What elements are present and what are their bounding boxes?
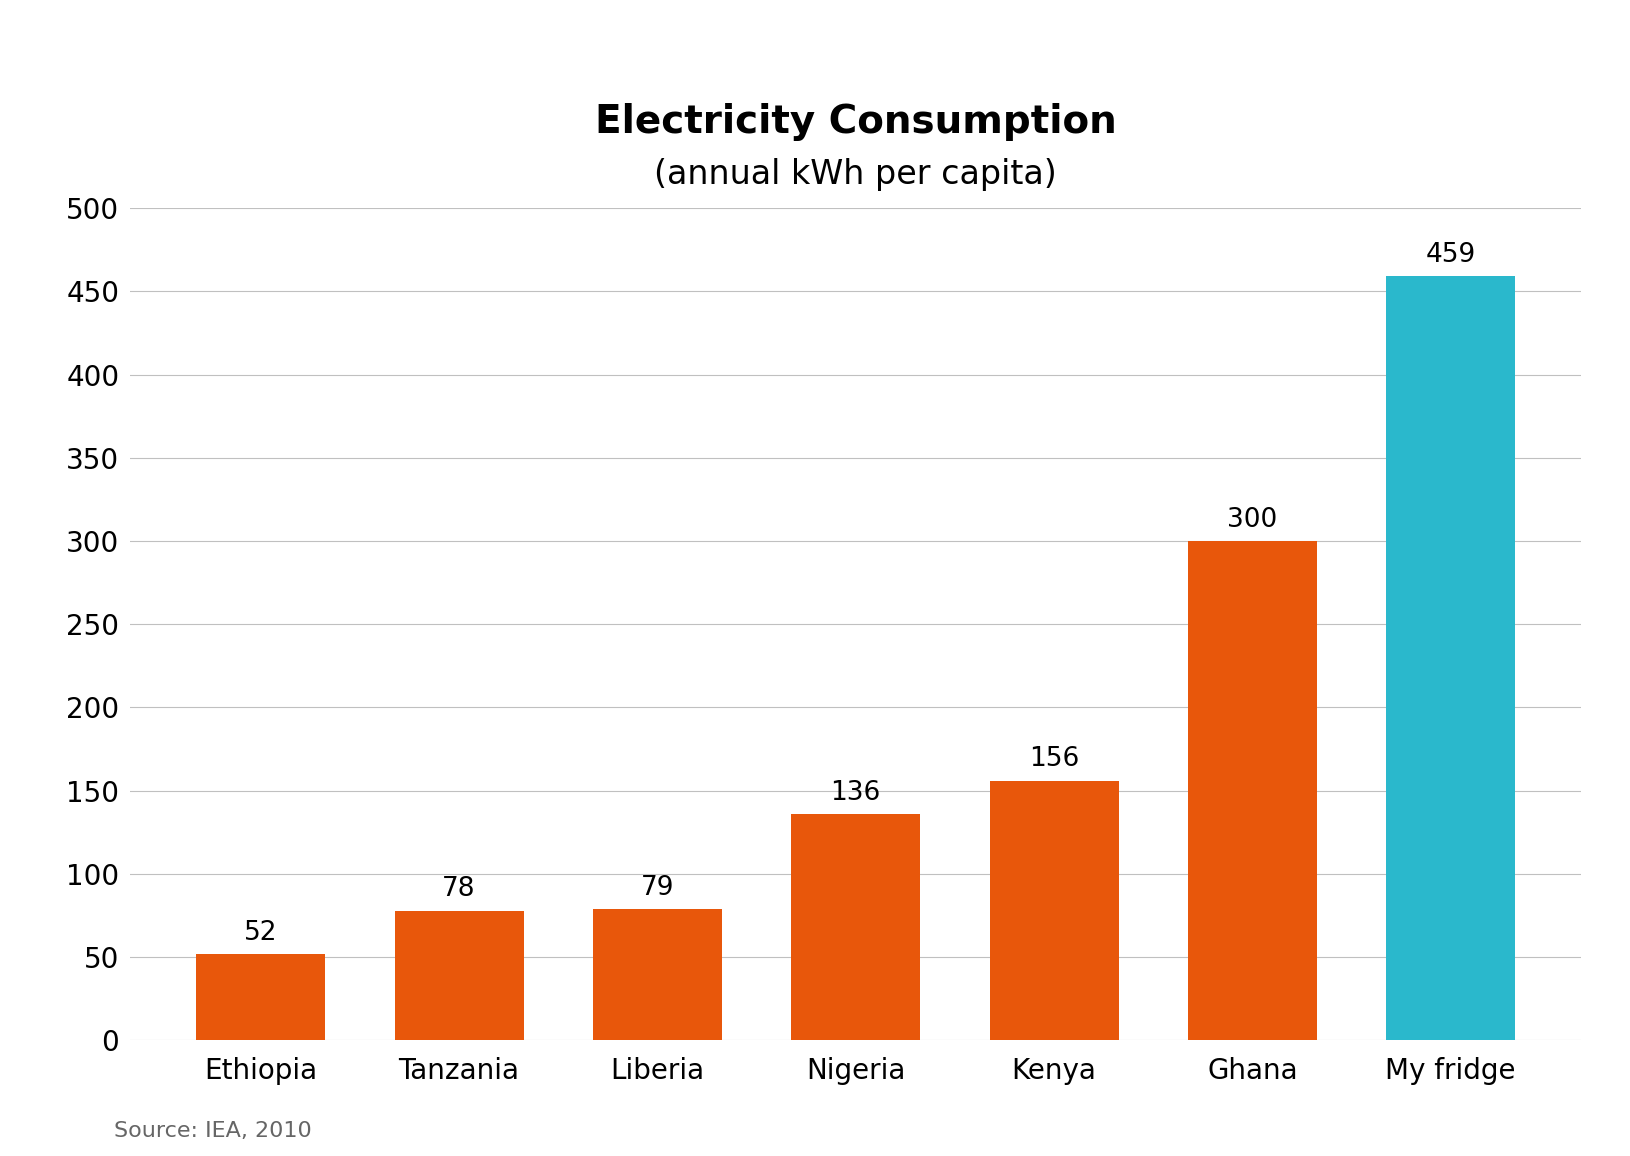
Text: 52: 52 bbox=[244, 919, 277, 946]
Text: Electricity Consumption: Electricity Consumption bbox=[595, 104, 1117, 141]
Bar bbox=[989, 780, 1118, 1040]
Text: 459: 459 bbox=[1426, 242, 1475, 268]
Bar bbox=[791, 814, 921, 1040]
Text: 79: 79 bbox=[641, 875, 675, 901]
Bar bbox=[1386, 276, 1516, 1040]
Bar bbox=[196, 954, 326, 1040]
Bar bbox=[593, 909, 722, 1040]
Bar bbox=[1188, 541, 1317, 1040]
Text: (annual kWh per capita): (annual kWh per capita) bbox=[654, 158, 1058, 192]
Text: 136: 136 bbox=[831, 779, 880, 806]
Text: 300: 300 bbox=[1227, 506, 1278, 533]
Text: 78: 78 bbox=[442, 876, 476, 902]
Text: Source: IEA, 2010: Source: IEA, 2010 bbox=[114, 1120, 311, 1141]
Bar bbox=[394, 911, 523, 1040]
Text: 156: 156 bbox=[1029, 747, 1079, 772]
